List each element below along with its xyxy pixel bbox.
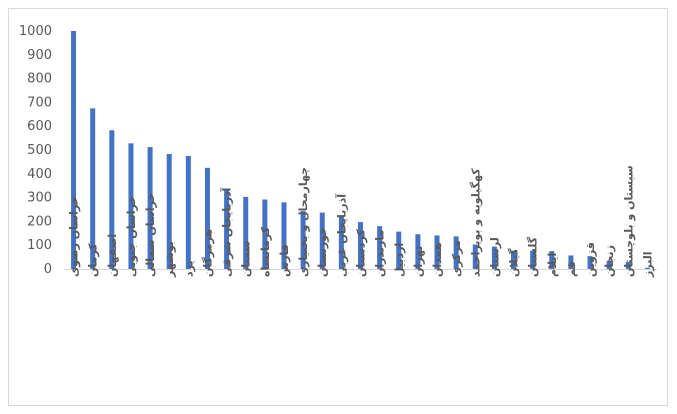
- bar: [224, 189, 230, 269]
- category-label: کرمانشاه: [259, 226, 272, 277]
- bar: [491, 246, 497, 269]
- category-label: کهگیلویه و بویراحمد: [469, 168, 482, 277]
- category-label: زنجان: [603, 245, 616, 277]
- bar: [319, 212, 325, 269]
- y-tick-label: 1000: [19, 24, 52, 39]
- bar: [625, 261, 631, 269]
- category-label: چهارمحال و بختیاری: [297, 167, 310, 277]
- category-labels: خراسان رضوی کرمان اصفهان خراسان جنوبی خراسان…: [68, 165, 655, 278]
- bar: [511, 250, 517, 269]
- bar: [71, 31, 77, 269]
- category-label: تهران: [412, 246, 425, 277]
- category-label: آذربایجان غربی: [334, 194, 348, 277]
- y-tick-label: 900: [27, 48, 52, 63]
- y-tick-label: 700: [27, 95, 52, 110]
- category-label: اصفهان: [106, 234, 119, 277]
- y-tick-label: 0: [44, 262, 52, 277]
- y-tick-label: 100: [27, 238, 52, 253]
- bar: [415, 234, 421, 269]
- category-label: هرمزگان: [201, 229, 214, 277]
- category-label: اردبیل: [393, 243, 406, 277]
- category-label: سمنان: [240, 241, 253, 277]
- bar: [338, 215, 344, 269]
- chart-frame: 0 100 200 300 400 500 600 700 800 900 1000 خراسان …: [8, 8, 668, 406]
- bar: [204, 167, 210, 269]
- bar: [185, 155, 191, 269]
- category-label: لرستان: [488, 237, 501, 277]
- y-tick-label: 600: [27, 119, 52, 134]
- category-label: گیلان: [508, 248, 521, 277]
- bar: [300, 211, 306, 269]
- category-label: قم: [565, 261, 578, 277]
- category-label: همدان: [431, 242, 444, 277]
- y-axis-ticks: 0 100 200 300 400 500 600 700 800 900 1000: [19, 24, 52, 277]
- bar: [262, 199, 268, 269]
- bar-chart: 0 100 200 300 400 500 600 700 800 900 1000 خراسان …: [19, 24, 657, 278]
- bar: [281, 202, 287, 269]
- y-tick-label: 300: [27, 191, 52, 206]
- bar: [128, 143, 134, 269]
- bar: [243, 196, 249, 269]
- category-label: مازندران: [374, 230, 387, 277]
- bars-group: [71, 31, 650, 269]
- bar: [549, 251, 555, 269]
- bar: [568, 255, 574, 269]
- category-label: بوشهر: [163, 241, 176, 278]
- category-label: آذربایجان شرقی: [220, 187, 234, 277]
- category-label: کردستان: [355, 229, 368, 277]
- bar: [434, 235, 440, 269]
- category-label: خوزستان: [316, 227, 329, 277]
- bar: [472, 244, 478, 269]
- bar: [453, 236, 459, 269]
- bar: [377, 226, 383, 269]
- bar: [166, 154, 172, 269]
- y-tick-label: 400: [27, 167, 52, 182]
- bar: [606, 260, 612, 269]
- category-label: ایلام: [546, 253, 559, 277]
- bar: [358, 222, 363, 269]
- category-label: سیستان و بلوچستان: [622, 165, 635, 277]
- category-label: خراسان رضوی: [68, 196, 81, 277]
- category-label: البرز: [641, 251, 654, 278]
- bar: [90, 108, 96, 269]
- category-label: مرکزی: [450, 240, 463, 277]
- category-label: خراسان جنوبی: [125, 196, 138, 277]
- y-tick-label: 500: [27, 143, 52, 158]
- bar: [644, 267, 650, 269]
- bar: [109, 130, 115, 269]
- category-label: گلستان: [527, 236, 540, 277]
- category-label: کرمان: [87, 243, 100, 277]
- bar: [587, 256, 593, 269]
- category-label: یزد: [182, 260, 195, 277]
- category-label: خراسان شمالی: [144, 193, 157, 277]
- y-tick-label: 200: [27, 214, 52, 229]
- category-label: فارس: [278, 244, 291, 277]
- bar: [530, 250, 536, 269]
- category-label: قزوین: [584, 242, 597, 277]
- y-tick-label: 800: [27, 72, 52, 87]
- bar: [147, 147, 153, 269]
- bar: [396, 231, 402, 269]
